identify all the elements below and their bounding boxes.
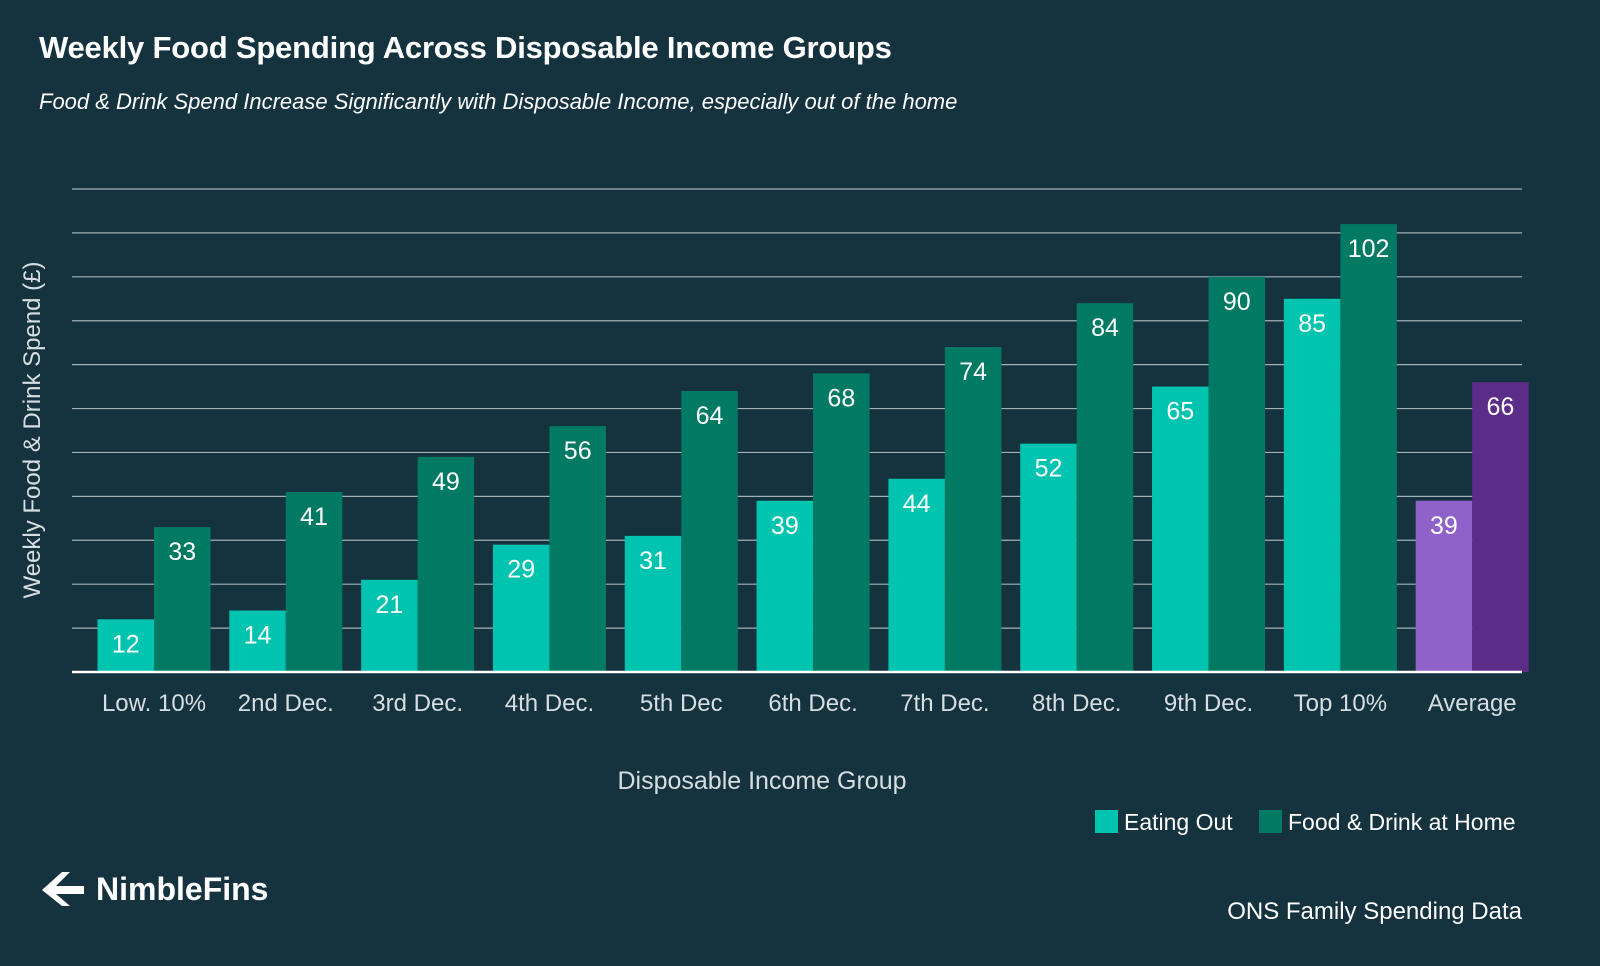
bar-value-label: 90 [1223, 288, 1251, 316]
bar-value-label: 64 [696, 402, 724, 430]
legend-food-at-home-label: Food & Drink at Home [1288, 809, 1516, 835]
bar-value-label: 44 [903, 490, 931, 518]
bar-value-label: 49 [432, 468, 460, 496]
bar-value-label: 39 [1430, 512, 1458, 540]
bar-eating-out [1152, 386, 1209, 672]
x-tick-label: 4th Dec. [505, 690, 594, 717]
x-tick-label: 8th Dec. [1032, 690, 1121, 717]
bar-eating-out [492, 544, 550, 672]
bar-value-label: 85 [1298, 310, 1326, 338]
nimblefins-logo-icon [42, 872, 84, 906]
x-tick-label: 9th Dec. [1164, 690, 1253, 717]
x-tick-label: 7th Dec. [900, 690, 989, 717]
bar-eating-out [1020, 443, 1077, 672]
bar-food-at-home [681, 390, 738, 672]
bar-eating-out [361, 579, 418, 672]
value-labels: 12 33 14 41 21 49 29 56 31 64 39 68 44 74 52 84 65 90 85 10… [112, 235, 1514, 658]
legend: Eating Out Food & Drink at Home [1095, 809, 1516, 835]
x-tick-label: Top 10% [1294, 690, 1387, 717]
bar-food-at-home [549, 426, 606, 672]
bar-food-at-home [944, 347, 1002, 672]
legend-eating-out-label: Eating Out [1124, 809, 1233, 835]
bar-eating-out [756, 500, 814, 672]
bar-value-label: 68 [827, 384, 855, 412]
bar-food-at-home [417, 456, 475, 672]
bar-value-label: 84 [1091, 314, 1119, 342]
bar-value-label: 74 [959, 358, 987, 386]
bar-eating-out [888, 478, 945, 672]
x-tick-labels: Low. 10% 2nd Dec. 3rd Dec. 4th Dec. 5th Dec 6… [102, 690, 1517, 717]
brand-logo: NimbleFins [40, 870, 268, 908]
x-tick-label: Low. 10% [102, 690, 206, 717]
bar-food-at-home [1340, 224, 1397, 673]
bar-eating-out [229, 610, 286, 672]
bar-food-at-home [285, 491, 343, 672]
brand-name: NimbleFins [96, 870, 269, 907]
bar-food-at-home [1472, 382, 1529, 672]
bar-value-label: 14 [244, 622, 272, 650]
bar-value-label: 21 [375, 591, 403, 619]
x-tick-label: 5th Dec [640, 690, 723, 717]
data-source: ONS Family Spending Data [1227, 898, 1522, 925]
bar-value-label: 41 [300, 503, 328, 531]
chart-subtitle: Food & Drink Spend Increase Significantl… [39, 89, 958, 114]
bar-value-label: 102 [1348, 235, 1390, 263]
x-tick-label: 6th Dec. [768, 690, 857, 717]
bar-value-label: 33 [168, 538, 196, 566]
gridlines [72, 188, 1522, 629]
bar-eating-out [1283, 298, 1341, 672]
bar-value-label: 39 [771, 512, 799, 540]
bar-food-at-home [813, 373, 870, 672]
bar-value-label: 65 [1166, 398, 1194, 426]
x-tick-label: 2nd Dec. [238, 690, 334, 717]
bar-value-label: 66 [1487, 393, 1515, 421]
bar-eating-out [1415, 500, 1473, 672]
y-axis-label: Weekly Food & Drink Spend (£) [19, 261, 46, 598]
bar-food-at-home [1076, 303, 1134, 672]
bar-value-label: 12 [112, 630, 140, 658]
legend-eating-out-swatch [1095, 810, 1118, 833]
x-tick-label: Average [1428, 690, 1517, 717]
bar-value-label: 31 [639, 547, 667, 575]
bars [97, 224, 1529, 673]
bar-value-label: 52 [1035, 455, 1063, 483]
bar-food-at-home [1208, 276, 1266, 672]
x-axis-label: Disposable Income Group [617, 767, 906, 795]
bar-value-label: 56 [564, 437, 592, 465]
bar-value-label: 29 [507, 556, 535, 584]
bar-eating-out [624, 535, 682, 672]
x-tick-label: 3rd Dec. [372, 690, 463, 717]
legend-food-at-home-swatch [1259, 810, 1282, 833]
bar-eating-out [97, 619, 154, 672]
bar-food-at-home [154, 527, 211, 672]
chart-title: Weekly Food Spending Across Disposable I… [39, 30, 892, 65]
